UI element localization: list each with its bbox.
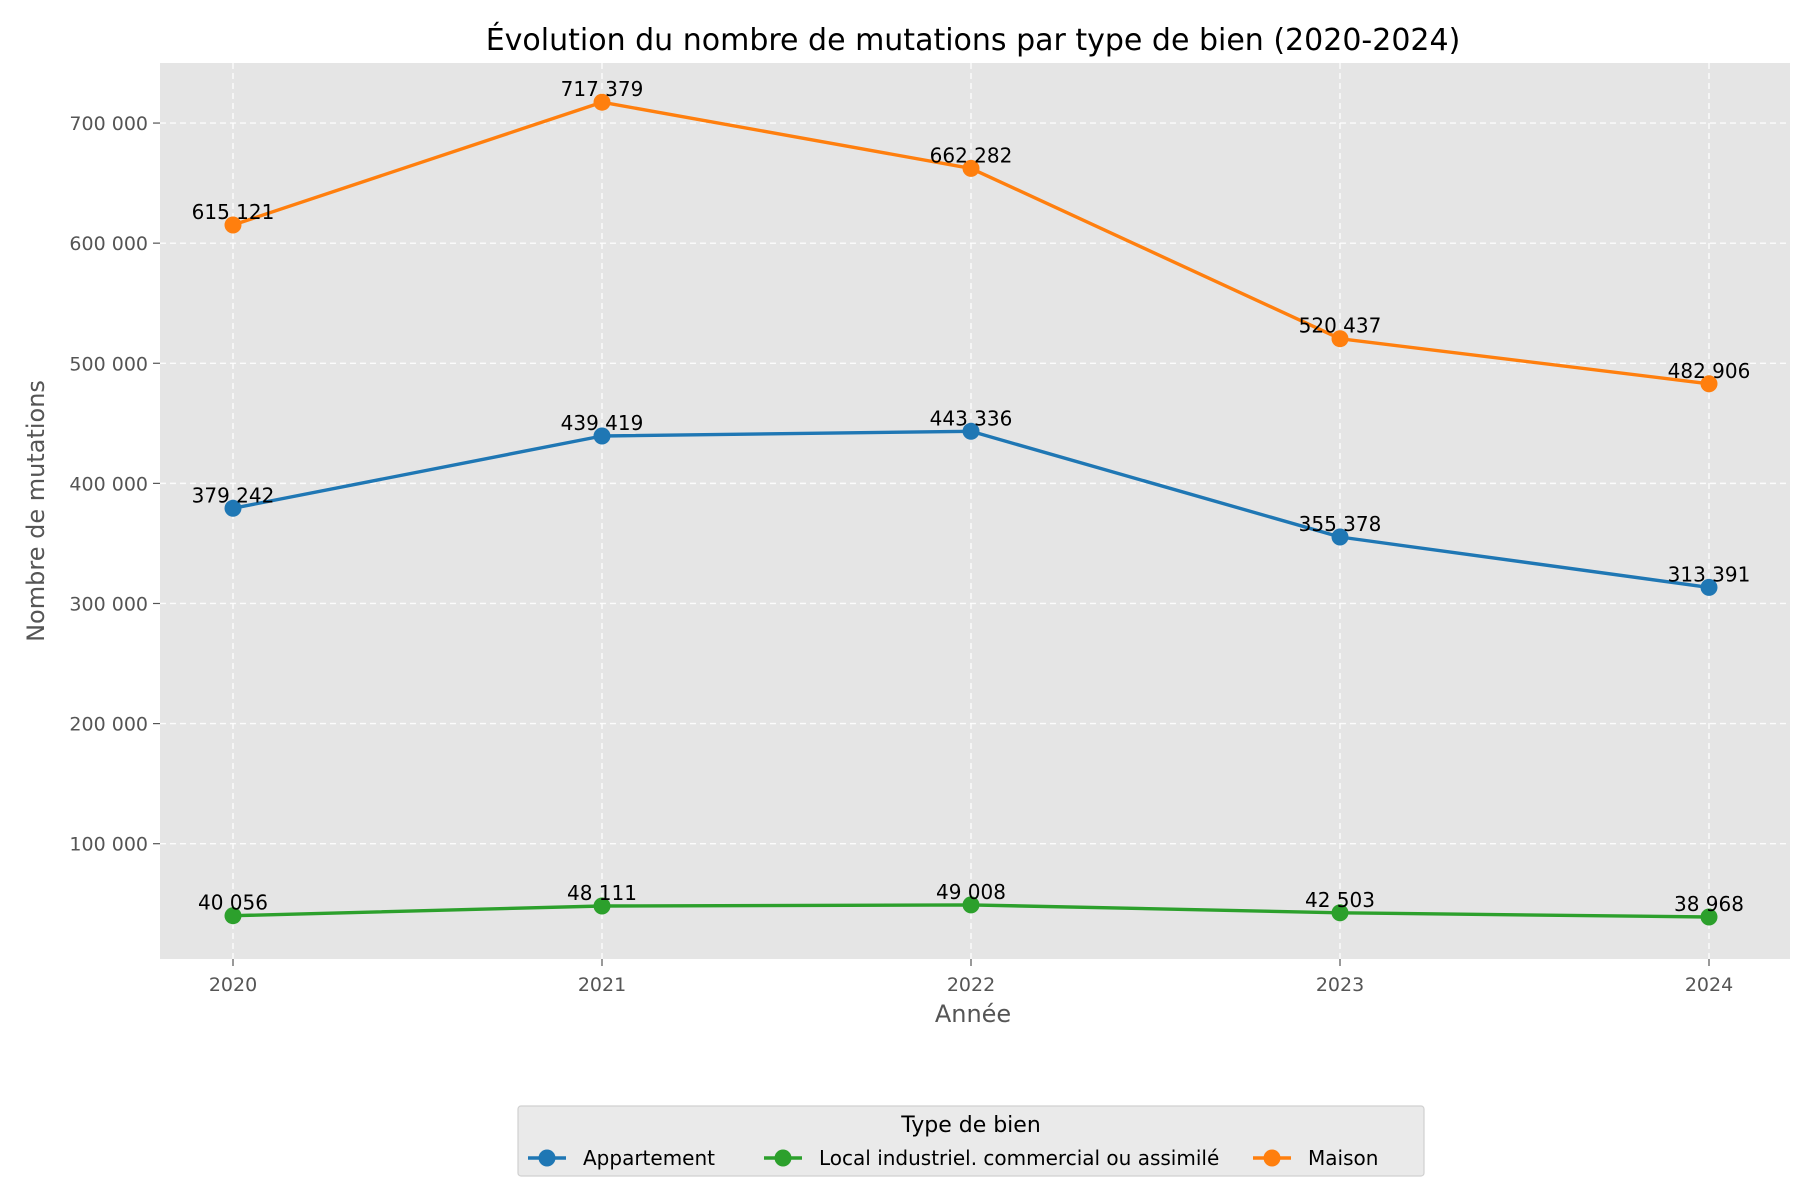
data-point-1-3 [1331,904,1349,922]
plot-area [160,63,1790,959]
legend-marker-2 [1263,1149,1281,1167]
series-1 [224,896,1718,926]
data-label-2-1: 717 379 [561,77,644,101]
legend-box [517,1105,1425,1177]
legend-label-2: Maison [1308,1146,1378,1170]
data-label-0-3: 355 378 [1299,512,1382,536]
legend-label-0: Appartement [583,1146,715,1170]
data-point-2-2 [962,159,980,177]
y-tick-label-200000: 200 000 [69,714,148,736]
data-point-0-1 [593,427,611,445]
legend-label-1: Local industriel. commercial ou assimilé [819,1146,1219,1170]
data-label-2-0: 615 121 [192,200,275,224]
data-point-1-2 [962,896,980,914]
data-point-2-4 [1700,375,1718,393]
data-label-1-0: 40 056 [198,891,268,915]
series-0 [224,422,1718,596]
y-tick-label-100000: 100 000 [69,834,148,856]
data-label-1-4: 38 968 [1674,892,1744,916]
x-tick-label-2020: 2020 [209,974,257,996]
grid-lines [160,63,1790,959]
legend: Type de bien Appartement Local industriel… [517,1105,1425,1177]
legend-item-0: Appartement [528,1146,715,1170]
data-label-0-2: 443 336 [930,406,1013,430]
data-point-2-3 [1331,330,1349,348]
data-label-1-3: 42 503 [1305,888,1375,912]
data-labels: 379 242 439 419 443 336 355 378 313 391 40 05… [192,77,1751,916]
data-point-2-1 [593,93,611,111]
data-point-0-2 [962,422,980,440]
legend-items: Appartement Local industriel. commercial … [528,1146,1378,1170]
axis-ticks: 2020 2021 2022 2023 2024 100 000 200 000 300 00… [69,113,1733,996]
data-point-1-1 [593,897,611,915]
y-tick-label-700000: 700 000 [69,113,148,135]
x-tick-label-2021: 2021 [578,974,626,996]
y-axis-label: Nombre de mutations [22,380,50,642]
data-point-2-0 [224,216,242,234]
data-point-1-0 [224,907,242,925]
legend-marker-0 [538,1149,556,1167]
x-tick-label-2023: 2023 [1316,974,1364,996]
y-tick-label-600000: 600 000 [69,233,148,255]
y-tick-label-500000: 500 000 [69,353,148,375]
data-label-1-2: 49 008 [936,880,1006,904]
x-tick-label-2024: 2024 [1685,974,1733,996]
data-point-0-0 [224,499,242,517]
data-label-2-2: 662 282 [930,143,1013,167]
series-lines [224,93,1718,926]
x-tick-label-2022: 2022 [947,974,995,996]
x-axis-label: Année [935,1000,1011,1028]
chart-title: Évolution du nombre de mutations par typ… [486,22,1461,58]
data-point-0-4 [1700,578,1718,596]
data-label-2-4: 482 906 [1668,359,1751,383]
data-label-2-3: 520 437 [1299,314,1382,338]
series-2 [224,93,1718,393]
legend-title: Type de bien [900,1113,1041,1138]
legend-marker-1 [774,1149,792,1167]
legend-item-2: Maison [1253,1146,1378,1170]
y-tick-label-400000: 400 000 [69,473,148,495]
data-label-0-0: 379 242 [192,483,275,507]
legend-item-1: Local industriel. commercial ou assimilé [764,1146,1219,1170]
data-label-0-1: 439 419 [561,411,644,435]
data-point-0-3 [1331,528,1349,546]
data-label-0-4: 313 391 [1668,562,1751,586]
data-point-1-4 [1700,908,1718,926]
data-label-1-1: 48 111 [567,881,637,905]
y-tick-label-300000: 300 000 [69,593,148,615]
